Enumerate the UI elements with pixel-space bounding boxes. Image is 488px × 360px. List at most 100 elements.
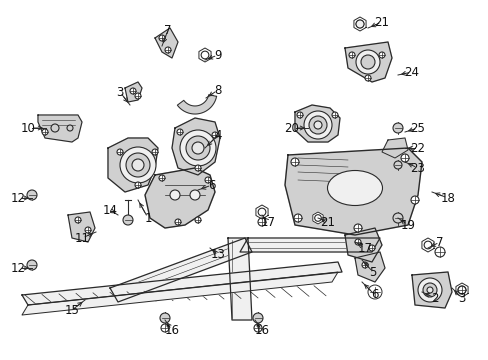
Polygon shape	[353, 17, 366, 31]
Circle shape	[364, 75, 370, 81]
Circle shape	[417, 278, 441, 302]
Text: 21: 21	[320, 216, 335, 229]
Circle shape	[426, 287, 432, 293]
Polygon shape	[145, 168, 215, 228]
Polygon shape	[345, 42, 391, 82]
Text: 15: 15	[64, 303, 79, 316]
Circle shape	[368, 245, 374, 251]
Circle shape	[27, 190, 37, 200]
Polygon shape	[294, 105, 339, 142]
Text: 7: 7	[164, 23, 171, 36]
Circle shape	[75, 217, 81, 223]
Circle shape	[135, 93, 141, 99]
Circle shape	[120, 147, 156, 183]
Polygon shape	[421, 238, 433, 252]
Ellipse shape	[327, 171, 382, 206]
Circle shape	[378, 52, 384, 58]
Circle shape	[85, 227, 91, 233]
Text: 12: 12	[10, 192, 25, 204]
Circle shape	[360, 55, 374, 69]
Circle shape	[410, 196, 418, 204]
Text: 3: 3	[116, 86, 123, 99]
Circle shape	[192, 142, 203, 154]
Text: 5: 5	[368, 266, 376, 279]
Circle shape	[304, 111, 331, 139]
Polygon shape	[411, 272, 451, 308]
Text: 17: 17	[260, 216, 275, 229]
Polygon shape	[345, 228, 381, 262]
Circle shape	[369, 287, 379, 297]
Circle shape	[123, 215, 133, 225]
Polygon shape	[155, 28, 178, 58]
Circle shape	[361, 262, 367, 268]
Text: 6: 6	[208, 179, 215, 192]
Text: 14: 14	[102, 203, 117, 216]
Circle shape	[355, 20, 363, 28]
Polygon shape	[285, 148, 421, 235]
Circle shape	[27, 260, 37, 270]
Circle shape	[132, 159, 143, 171]
Circle shape	[308, 116, 326, 134]
Circle shape	[126, 153, 150, 177]
Circle shape	[293, 214, 302, 222]
Text: 8: 8	[214, 84, 221, 96]
Circle shape	[354, 239, 360, 245]
Circle shape	[51, 124, 59, 132]
Circle shape	[434, 247, 444, 257]
Text: 6: 6	[370, 288, 378, 302]
Text: 22: 22	[409, 141, 425, 154]
Text: 10: 10	[20, 122, 35, 135]
Text: 16: 16	[164, 324, 179, 337]
Text: 18: 18	[440, 192, 454, 204]
Circle shape	[331, 112, 337, 118]
Circle shape	[117, 149, 123, 155]
Text: 19: 19	[400, 219, 415, 231]
Circle shape	[290, 158, 298, 166]
Text: 4: 4	[214, 129, 221, 141]
Circle shape	[353, 224, 361, 232]
Text: 13: 13	[210, 248, 225, 261]
Text: 20: 20	[284, 122, 299, 135]
Circle shape	[204, 177, 210, 183]
Polygon shape	[125, 82, 142, 102]
Text: 16: 16	[254, 324, 269, 337]
Polygon shape	[68, 212, 95, 242]
Polygon shape	[240, 238, 379, 252]
Text: 9: 9	[214, 49, 221, 62]
Circle shape	[161, 324, 169, 332]
Circle shape	[392, 123, 402, 133]
Circle shape	[400, 154, 408, 162]
Circle shape	[159, 35, 164, 41]
Circle shape	[422, 283, 436, 297]
Text: 3: 3	[457, 292, 465, 305]
Text: 25: 25	[410, 122, 425, 135]
Circle shape	[42, 129, 48, 135]
Polygon shape	[22, 262, 341, 305]
Circle shape	[423, 241, 431, 249]
Circle shape	[135, 182, 141, 188]
Circle shape	[457, 286, 465, 294]
Polygon shape	[22, 272, 337, 315]
Circle shape	[367, 285, 381, 299]
Circle shape	[252, 313, 263, 323]
Polygon shape	[199, 48, 211, 62]
Text: 17: 17	[357, 242, 372, 255]
Polygon shape	[381, 138, 407, 158]
Circle shape	[130, 88, 136, 94]
Polygon shape	[312, 212, 323, 224]
Circle shape	[258, 208, 265, 216]
Polygon shape	[455, 283, 467, 297]
Circle shape	[180, 130, 216, 166]
Text: 23: 23	[410, 162, 425, 175]
Circle shape	[164, 47, 171, 53]
Circle shape	[67, 125, 73, 131]
Polygon shape	[354, 252, 384, 282]
Text: 21: 21	[374, 15, 389, 28]
Circle shape	[190, 190, 200, 200]
Circle shape	[195, 165, 201, 171]
Polygon shape	[255, 205, 267, 219]
Circle shape	[314, 215, 321, 221]
Circle shape	[159, 175, 164, 181]
Circle shape	[355, 50, 379, 74]
Circle shape	[253, 324, 262, 332]
